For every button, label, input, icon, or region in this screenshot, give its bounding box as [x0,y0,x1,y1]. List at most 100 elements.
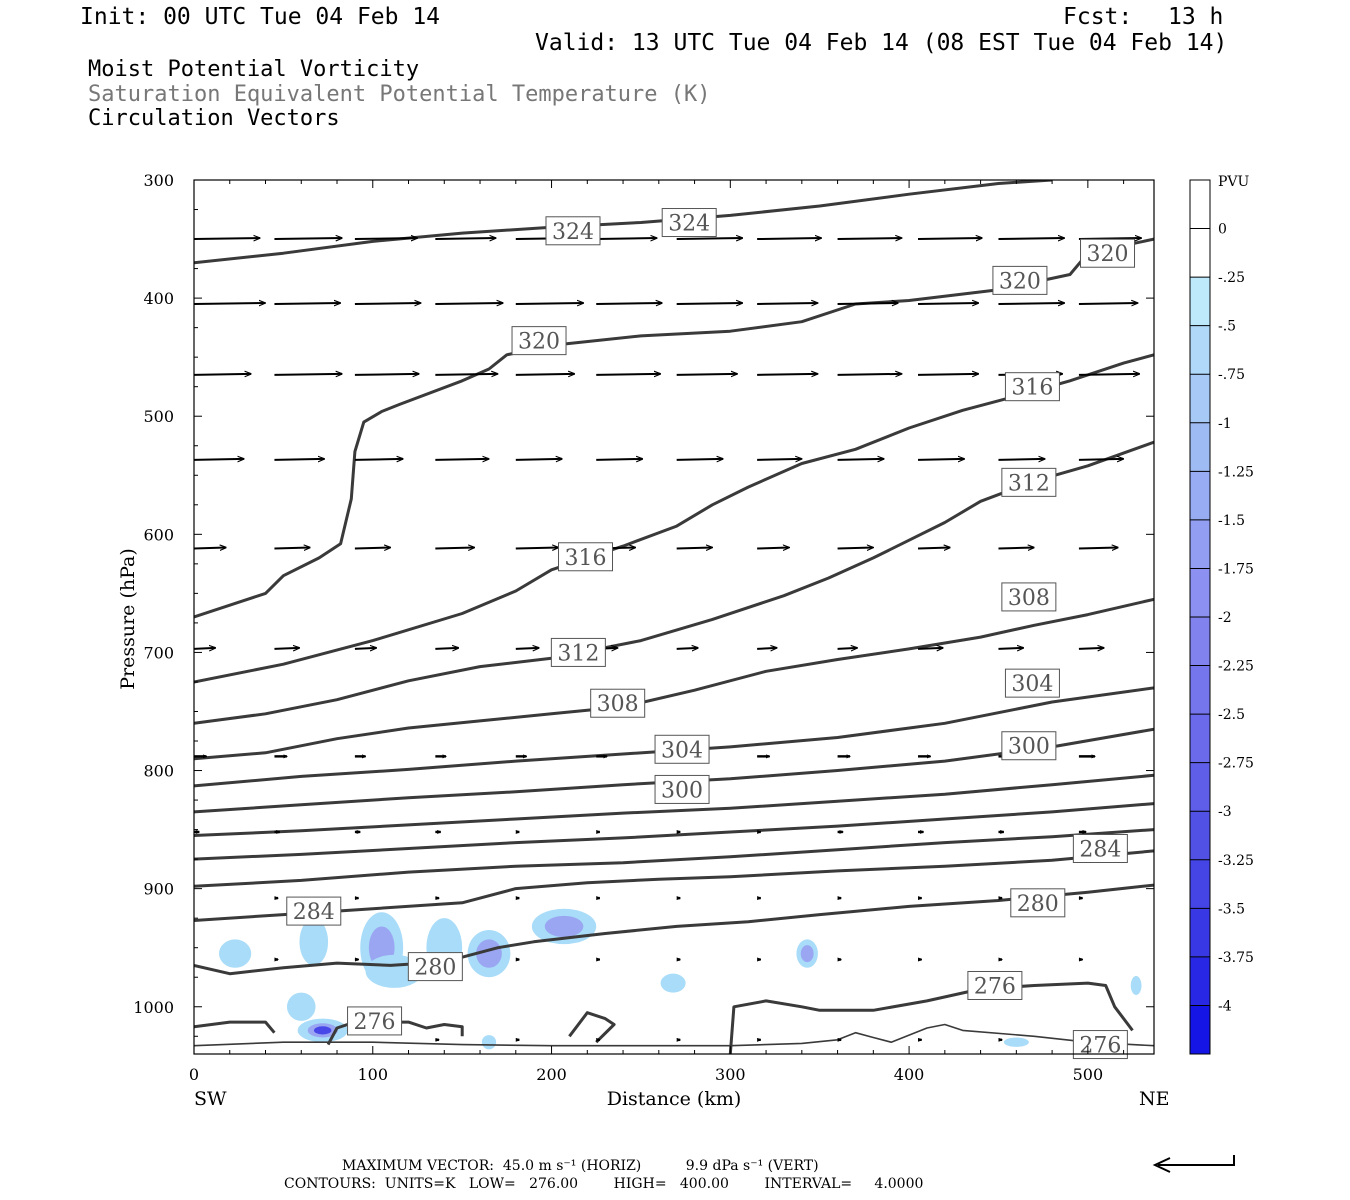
colorbar-bin-0 [1190,180,1210,230]
colorbar-title: PVU [1218,174,1250,190]
vector-3-5 [596,459,642,460]
colorbar-label-16: -4 [1218,998,1232,1014]
contour-label-box [1072,833,1128,863]
vector-1-10 [998,303,1064,304]
vector-0-2 [354,238,417,239]
vector-5-9 [917,648,943,649]
contour-label-text: 312 [1008,471,1050,496]
vector-4-9 [917,547,950,548]
vector-1-5 [596,303,662,304]
contour-308-4 [194,597,1154,761]
contour-316-2 [194,353,1154,684]
axes: 300 400 500 600 700 800 900 1000 0 100 200 300 400 50… [133,171,1154,1084]
contour-284-10 [194,849,1154,922]
contour-288-9 [194,828,1154,888]
contour-note: CONTOURS: UNITS=K LOW= 276.00 HIGH= 400.… [284,1176,924,1192]
contour-label-box [1001,582,1057,612]
contour-label-text: 284 [293,900,335,925]
vector-2-5 [596,374,660,375]
vector-4-2 [354,547,391,548]
colorbar-label-5: -1.25 [1218,464,1254,480]
vector-0-1 [274,238,342,239]
vector-4-4 [515,547,559,548]
vector-0-3 [435,238,495,239]
contour-276-12 [194,1020,276,1034]
contour-label-284-1: 284 [1072,833,1128,863]
colorbar: PVU 0 -.25 -.5 -.75 -1 -1.25 -1.5 -1.75 -2 -2.25 -2… [1189,174,1254,1055]
contour-label-text: 284 [1079,837,1121,862]
x-axis-label: Distance (km) [607,1088,742,1110]
vector-3-4 [515,459,562,460]
vector-2-2 [354,374,419,375]
colorbar-bin-12 [1190,762,1210,812]
colorbar-label-15: -3.75 [1218,950,1254,966]
colorbar-bin-8 [1190,568,1210,618]
contour-280-11 [194,883,1154,976]
vector-4-7 [757,547,789,548]
contour-label-text: 300 [1008,735,1050,760]
colorbar-label-4: -1 [1218,416,1232,432]
colorbar-label-7: -1.75 [1218,561,1254,577]
contour-label-text: 316 [1011,376,1053,401]
contour-label-box [558,542,614,572]
contour-label-276-1: 276 [967,970,1023,1000]
contour-312-3 [194,440,1154,725]
contour-label-304-0: 304 [654,734,710,764]
vector-1-3 [435,303,503,304]
contour-292-8 [194,802,1154,861]
x-right-label: NE [1139,1088,1170,1110]
legend-theta-es: Saturation Equivalent Potential Temperat… [88,82,711,107]
contour-324-0 [194,180,1053,265]
contour-label-box [511,326,567,356]
pv-core-8 [800,945,814,963]
vector-3-7 [757,459,801,460]
contour-label-text: 308 [597,692,639,717]
contour-296-7 [194,773,1154,837]
x-tick-label-400: 400 [894,1065,925,1084]
vector-3-2 [354,459,403,460]
vector-1-7 [757,303,817,304]
contour-label-text: 324 [552,220,594,245]
vector-4-10 [998,547,1034,548]
vector-3-11 [1078,459,1123,460]
y-tick-label-300: 300 [143,171,174,190]
y-axis-label: Pressure (hPa) [117,548,139,690]
contour-label-box [286,896,342,926]
pv-region-11 [481,1035,497,1050]
pv-region-9 [286,992,316,1021]
vector-2-11 [1078,374,1139,375]
colorbar-bin-9 [1190,617,1210,667]
colorbar-label-12: -3 [1218,804,1232,820]
contour-label-box [347,1006,403,1036]
valid-time: Valid: 13 UTC Tue 04 Feb 14 (08 EST Tue … [535,30,1228,56]
colorbar-label-1: -.25 [1218,270,1245,286]
vector-2-9 [918,374,978,375]
contour-label-text: 304 [661,738,703,763]
x-left-label: SW [194,1088,227,1110]
contour-label-box [992,265,1048,295]
contour-label-box [1080,238,1136,268]
vector-4-0 [194,547,226,548]
contour-320-1 [194,237,1154,619]
colorbar-label-0: 0 [1218,222,1227,238]
pv-peak-10 [313,1026,332,1035]
vector-0-6 [676,238,743,239]
vector-0-10 [998,238,1064,239]
colorbar-bin-4 [1190,374,1210,424]
vector-1-6 [676,303,743,304]
vector-3-9 [918,459,964,460]
vector-5-2 [354,648,376,649]
pv-region-12 [1130,976,1142,995]
colorbar-label-3: -.75 [1218,367,1245,383]
contour-label-box [654,734,710,764]
vector-0-7 [757,238,821,239]
contour-label-312-1: 312 [1001,467,1057,497]
legend-vectors: Circulation Vectors [88,106,340,131]
contour-label-box [1010,888,1066,918]
vector-5-8 [837,648,858,649]
contour-272-16 [194,1023,1154,1047]
vector-2-0 [194,374,251,375]
contour-label-text: 324 [668,212,710,237]
contour-label-text: 276 [974,974,1016,999]
